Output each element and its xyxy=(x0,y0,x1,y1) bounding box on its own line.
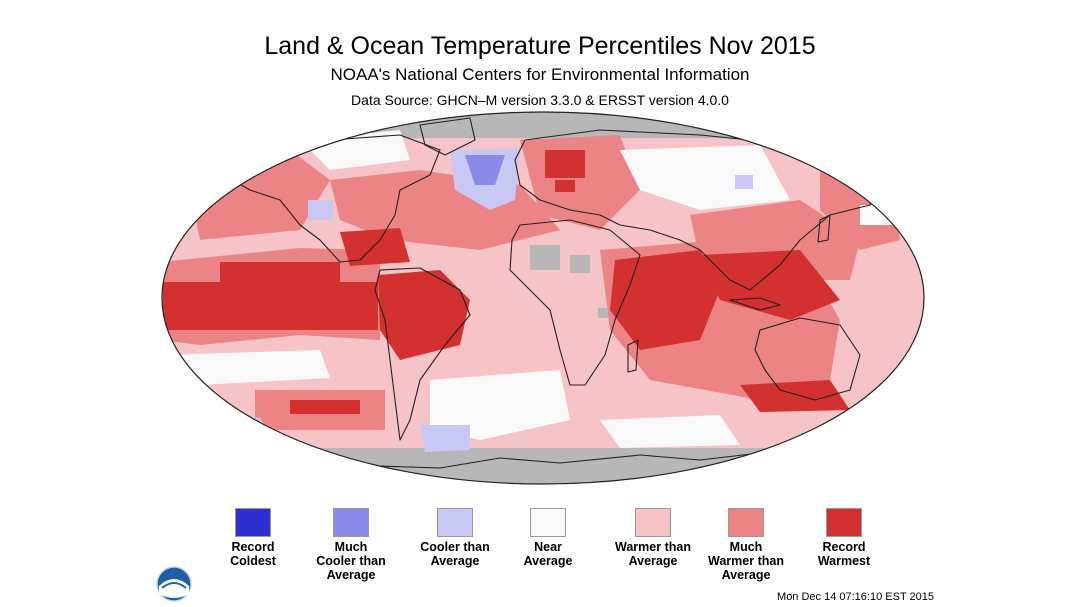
legend-swatch xyxy=(530,508,566,537)
timestamp: Mon Dec 14 07:16:10 EST 2015 xyxy=(777,591,934,603)
world-percentile-map xyxy=(161,111,925,485)
legend-label: Much Cooler than Average xyxy=(316,540,386,582)
legend-item-much-cooler: Much Cooler than Average xyxy=(291,508,411,582)
north-pacific-much-warmer xyxy=(190,150,330,240)
legend-swatch xyxy=(235,508,271,537)
south-pacific-much-cooler xyxy=(200,418,250,445)
australia-south-record-warm xyxy=(740,380,850,412)
legend-label: Much Warmer than Average xyxy=(708,540,784,582)
map-title: Land & Ocean Temperature Percentiles Nov… xyxy=(264,32,816,60)
south-america-outline xyxy=(374,267,471,441)
pacific-record-warm xyxy=(163,282,378,330)
australia-outline xyxy=(754,317,861,401)
legend-swatch xyxy=(437,508,473,537)
legend-label: Cooler than Average xyxy=(420,540,490,568)
siberia-record-warm xyxy=(555,180,575,192)
north-atlantic-much-cooler xyxy=(465,155,505,185)
siberia-cooler xyxy=(735,175,753,189)
legend-item-record-coldest: Record Coldest xyxy=(193,508,313,568)
south-pacific-near-avg xyxy=(162,350,330,385)
legend-item-warmer: Warmer than Average xyxy=(593,508,713,568)
greenland-outline xyxy=(419,117,476,156)
madagascar-outline xyxy=(627,339,639,373)
south-pacific-record-warm-2 xyxy=(290,400,360,414)
south-america-record-warm xyxy=(378,270,470,360)
africa-missing-data-3 xyxy=(598,308,608,318)
noaa-logo-icon xyxy=(156,566,192,602)
indian-ocean-record-warm xyxy=(610,250,720,350)
europe-record-warm xyxy=(545,150,585,178)
southern-ocean-near-avg xyxy=(600,415,740,448)
north-america-outline xyxy=(214,134,441,263)
indonesia-outline xyxy=(729,297,781,311)
legend-swatch xyxy=(635,508,671,537)
siberia-near-avg xyxy=(620,145,790,210)
maritime-record-warm xyxy=(700,250,840,320)
legend-label: Near Average xyxy=(523,540,573,568)
legend-label: Record Coldest xyxy=(230,540,276,568)
data-source-label: Data Source: GHCN–M version 3.3.0 & ERSS… xyxy=(351,92,729,108)
legend-swatch xyxy=(333,508,369,537)
legend-swatch xyxy=(728,508,764,537)
south-atlantic-near-avg xyxy=(430,370,570,440)
canada-cooler xyxy=(308,200,333,220)
south-atlantic-cooler xyxy=(420,425,470,452)
pacific-near-avg-patch xyxy=(860,205,900,225)
legend-item-near-average: Near Average xyxy=(488,508,608,568)
legend-item-much-warmer: Much Warmer than Average xyxy=(686,508,806,582)
pacific-record-warm-2 xyxy=(220,262,340,284)
legend-label: Record Warmest xyxy=(817,540,871,568)
map-subtitle: NOAA's National Centers for Environmenta… xyxy=(330,65,750,84)
percentile-legend: Record Coldest Much Cooler than Average … xyxy=(0,508,1080,598)
africa-missing-data xyxy=(530,245,560,270)
arctic-missing-data xyxy=(162,112,924,138)
new-zealand-outline xyxy=(884,391,899,419)
southern-indian-cooler xyxy=(800,430,900,448)
japan-outline xyxy=(817,214,831,243)
legend-item-cooler: Cooler than Average xyxy=(395,508,515,568)
map-frame xyxy=(161,111,925,485)
caribbean-record-warm xyxy=(340,228,410,266)
africa-missing-data-2 xyxy=(570,255,590,273)
africa-outline xyxy=(509,219,641,386)
legend-label: Warmer than Average xyxy=(615,540,691,568)
legend-item-record-warmest: Record Warmest xyxy=(784,508,904,568)
legend-swatch xyxy=(826,508,862,537)
